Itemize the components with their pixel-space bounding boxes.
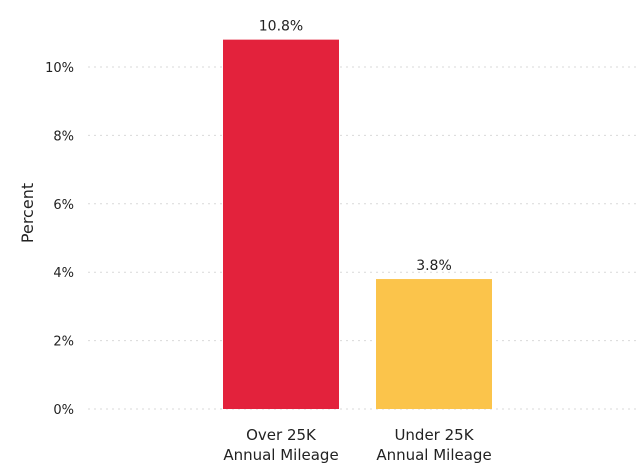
y-axis-label: Percent	[18, 183, 37, 243]
bar-1	[376, 279, 492, 409]
y-tick-label: 6%	[53, 198, 74, 213]
category-label-0-line-1: Annual Mileage	[223, 446, 338, 464]
y-tick-label: 8%	[53, 129, 74, 144]
y-tick-label: 0%	[53, 403, 74, 418]
y-tick-label: 4%	[53, 266, 74, 281]
category-labels: Over 25K Annual Mileage Under 25K Annual Mi…	[223, 426, 491, 464]
bars	[223, 39, 492, 409]
data-label-0: 10.8%	[259, 19, 303, 35]
y-tick-label: 2%	[53, 335, 74, 350]
bar-0	[223, 39, 339, 409]
category-label-1-line-1: Annual Mileage	[376, 446, 491, 464]
category-label-1-line-0: Under 25K	[394, 426, 474, 444]
grid-lines	[88, 66, 636, 410]
data-labels: 10.8% 3.8%	[259, 19, 452, 274]
y-tick-label: 10%	[45, 61, 74, 76]
data-label-1: 3.8%	[416, 258, 452, 274]
category-label-0-line-0: Over 25K	[246, 426, 317, 444]
y-axis-ticks: 0% 2% 4% 6% 8% 10%	[45, 61, 74, 418]
